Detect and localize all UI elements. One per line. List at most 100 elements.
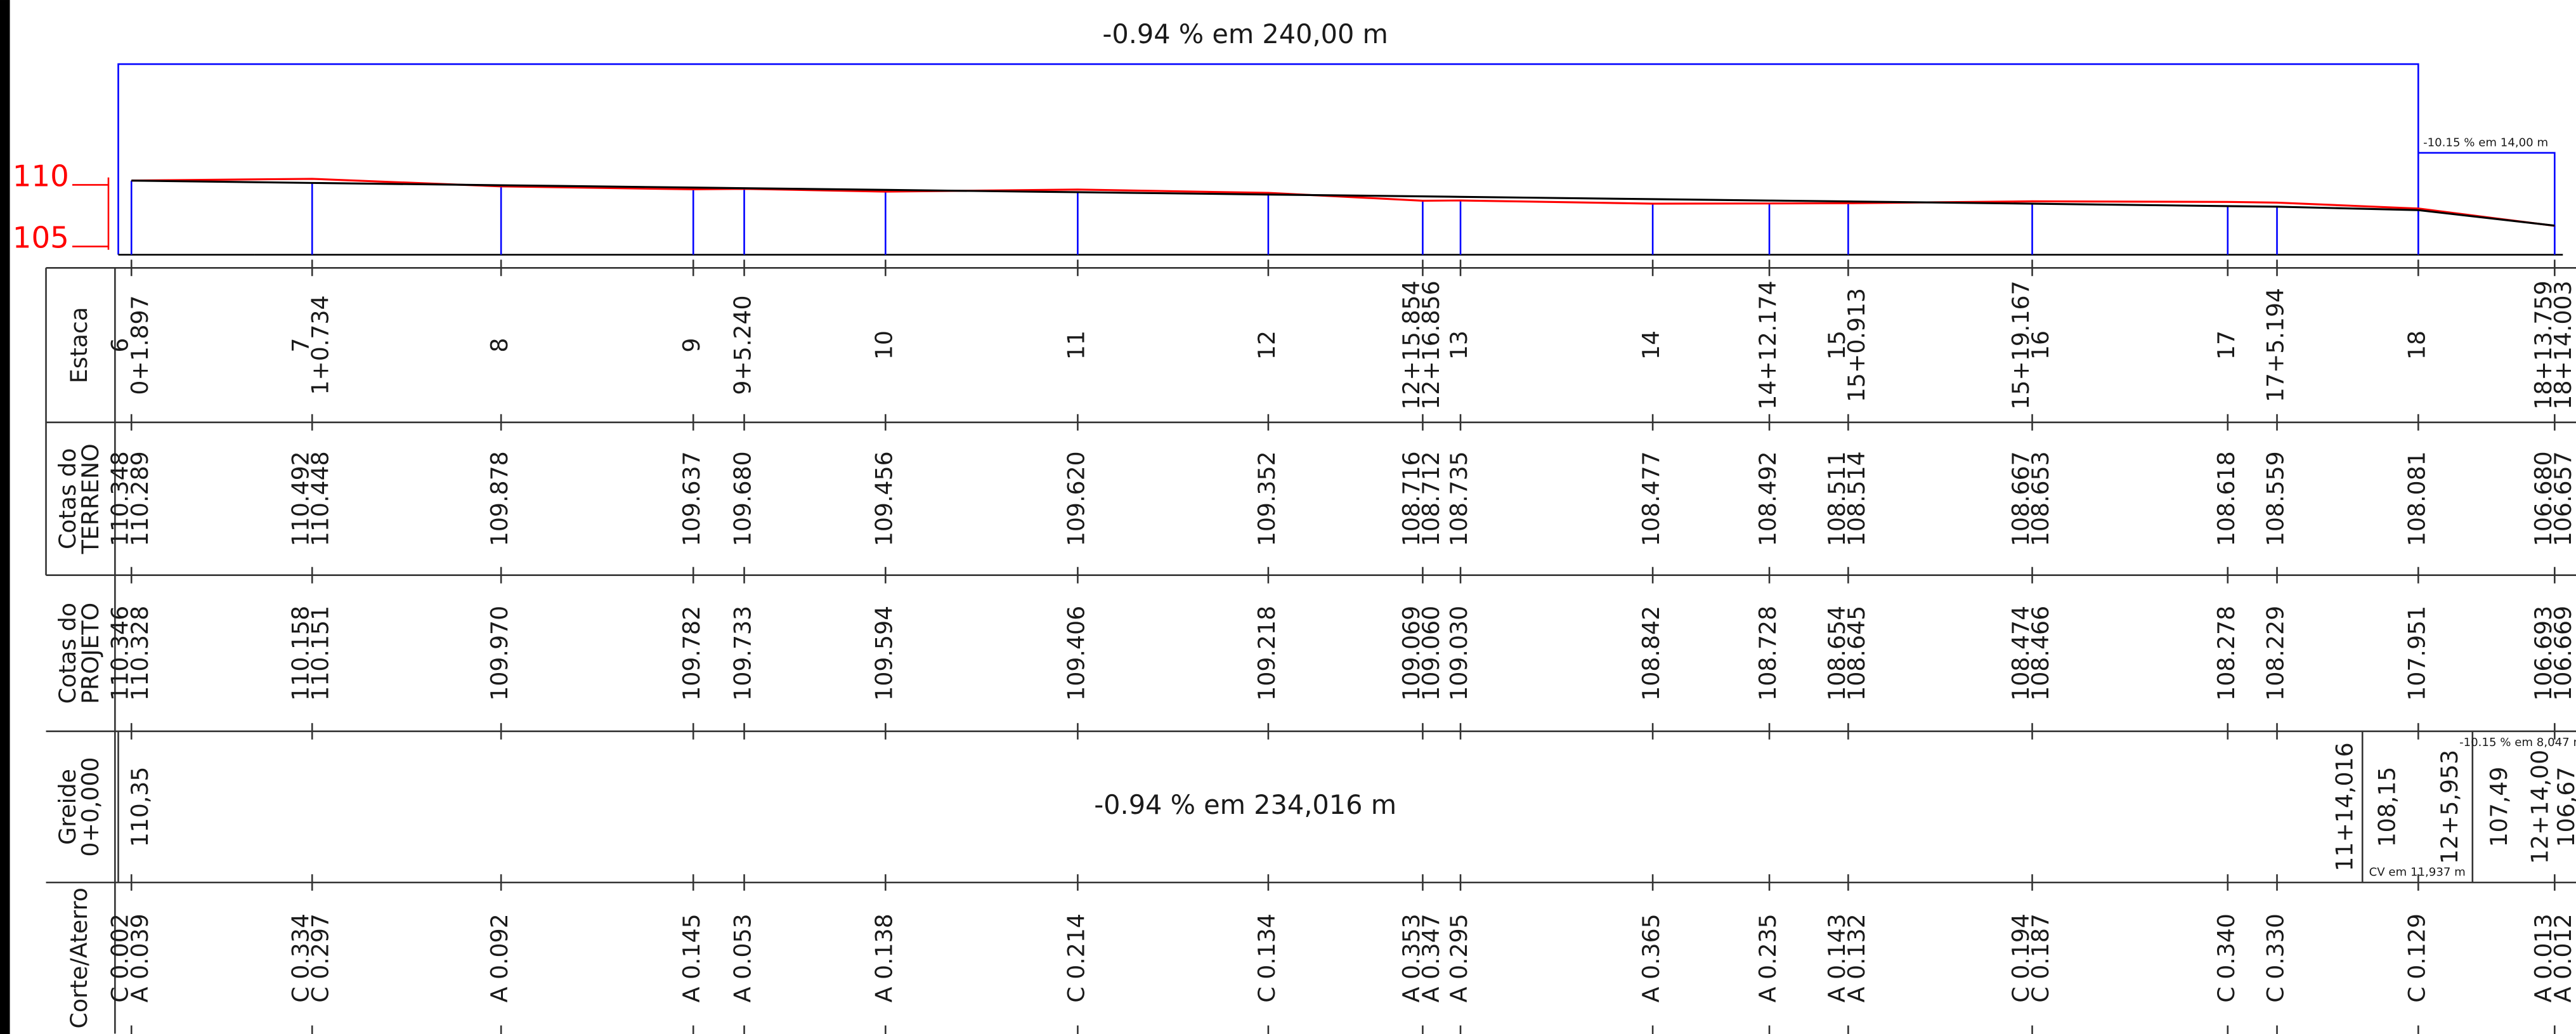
table-grid — [45, 254, 2576, 1034]
cell-projeto: 106.693 — [2530, 606, 2557, 701]
cell-projeto: 110.151 — [307, 606, 334, 701]
cell-corte: C 0.129 — [2403, 913, 2430, 1003]
cell-projeto: 109.970 — [486, 606, 513, 701]
cell-terreno: 109.456 — [870, 451, 897, 546]
cell-corte: C 0.297 — [307, 913, 334, 1003]
cell-terreno: 108.653 — [2027, 451, 2054, 546]
cell-estaca: 18 — [2403, 330, 2430, 360]
row-label: 0+0,000 — [77, 757, 104, 856]
cell-projeto: 110.158 — [287, 606, 315, 701]
cell-terreno: 108.514 — [1843, 451, 1870, 546]
cell-projeto: 109.218 — [1253, 606, 1280, 701]
project-line — [131, 180, 2555, 227]
cell-estaca: 16 — [2027, 330, 2054, 360]
cell-projeto: 108.229 — [2262, 606, 2289, 701]
cell-terreno: 108.081 — [2403, 451, 2430, 546]
cell-estaca: 14 — [1637, 330, 1665, 360]
cell-corte: C 0.187 — [2027, 913, 2054, 1003]
cell-corte: C 0.214 — [1062, 913, 1090, 1003]
cell-projeto: 109.733 — [729, 606, 757, 701]
row-label: PROJETO — [77, 603, 104, 704]
cell-terreno: 110.448 — [307, 451, 334, 546]
cell-projeto: 108.842 — [1637, 606, 1665, 701]
cell-corte: C 0.134 — [1253, 913, 1280, 1003]
axis-label: 105 — [13, 221, 69, 255]
cell-terreno: 108.618 — [2213, 451, 2240, 546]
cell-projeto: 110.346 — [107, 606, 134, 701]
greide-text: 108,15 — [2374, 767, 2401, 847]
cell-estaca: 18+14.003 — [2549, 280, 2576, 409]
cell-corte: A 0.039 — [126, 913, 153, 1002]
cell-corte: A 0.295 — [1445, 913, 1473, 1002]
cell-projeto: 109.060 — [1417, 606, 1445, 701]
cell-estaca: 15+0.913 — [1843, 288, 1870, 402]
cell-estaca: 6 — [107, 337, 134, 352]
cell-terreno: 108.511 — [1823, 451, 1851, 546]
cell-corte: C 0.194 — [2007, 913, 2034, 1003]
cell-projeto: 108.645 — [1843, 606, 1870, 701]
cell-estaca: 17 — [2213, 330, 2240, 360]
cell-estaca: 7 — [287, 337, 315, 352]
grade-box — [117, 63, 2419, 255]
cell-terreno: 108.492 — [1754, 451, 1781, 546]
cell-terreno: 110.289 — [126, 451, 153, 546]
cell-projeto: 109.069 — [1398, 606, 1425, 701]
cell-corte: A 0.353 — [1398, 913, 1425, 1002]
cell-projeto: 106.669 — [2549, 606, 2576, 701]
cell-projeto: 110.328 — [126, 606, 153, 701]
cell-corte: A 0.145 — [678, 913, 705, 1002]
cell-corte: A 0.012 — [2549, 913, 2576, 1002]
cell-estaca: 12+16.856 — [1417, 280, 1445, 409]
cell-projeto: 109.406 — [1062, 606, 1090, 701]
cell-corte: C 0.340 — [2213, 913, 2240, 1003]
cell-terreno: 108.477 — [1637, 451, 1665, 546]
greide-text: 11+14,016 — [2331, 742, 2358, 871]
second-grade: -10.15 % em 14,00 m — [2423, 136, 2548, 149]
cell-terreno: 106.657 — [2549, 451, 2576, 546]
cell-estaca: 15+19.167 — [2007, 280, 2034, 409]
cell-estaca: 1+0.734 — [307, 295, 334, 395]
cell-estaca: 17+5.194 — [2262, 288, 2289, 402]
greide-text: 12+5,953 — [2436, 750, 2463, 864]
cell-estaca: 8 — [486, 337, 513, 352]
greide-text: 110,35 — [126, 767, 153, 847]
cell-terreno: 108.716 — [1398, 451, 1425, 546]
row-label: Estaca — [65, 307, 93, 383]
cell-projeto: 107.951 — [2403, 606, 2430, 701]
cell-projeto: 109.782 — [678, 606, 705, 701]
greide-text: 12+14,00 — [2527, 750, 2554, 864]
cell-terreno: 109.637 — [678, 451, 705, 546]
cell-estaca: 0+1.897 — [126, 295, 153, 395]
cell-corte: A 0.235 — [1754, 913, 1781, 1002]
cell-terreno: 108.735 — [1445, 451, 1473, 546]
cell-projeto: 108.728 — [1754, 606, 1781, 701]
cell-estaca: 12+15.854 — [1398, 280, 1425, 409]
cell-terreno: 110.492 — [287, 451, 315, 546]
grade-title: -0.94 % em 240,00 m — [1102, 19, 1388, 49]
left-border — [0, 0, 10, 1034]
cell-corte: A 0.132 — [1843, 913, 1870, 1002]
cell-corte: C 0.334 — [287, 913, 315, 1003]
cell-terreno: 106.680 — [2530, 451, 2557, 546]
cell-terreno: 108.667 — [2007, 451, 2034, 546]
cell-projeto: 108.278 — [2213, 606, 2240, 701]
cell-projeto: 109.030 — [1445, 606, 1473, 701]
greide-text: 106,67 — [2553, 767, 2576, 847]
row-label: TERRENO — [77, 443, 104, 554]
cell-terreno: 109.680 — [729, 451, 757, 546]
cell-terreno: 109.878 — [486, 451, 513, 546]
greide-second: -10.15 % em 8,047 m — [2459, 736, 2576, 749]
terrain-line — [131, 178, 2555, 227]
greide-text: 107,49 — [2485, 767, 2513, 847]
cell-terreno: 108.559 — [2262, 451, 2289, 546]
cell-corte: A 0.013 — [2530, 913, 2557, 1002]
cell-estaca: 9+5.240 — [729, 295, 757, 395]
cell-terreno: 109.620 — [1062, 451, 1090, 546]
cell-corte: A 0.138 — [870, 913, 897, 1002]
cell-terreno: 108.712 — [1417, 451, 1445, 546]
cell-estaca: 13 — [1445, 330, 1473, 360]
cell-corte: A 0.365 — [1637, 913, 1665, 1002]
cell-terreno: 109.352 — [1253, 451, 1280, 546]
